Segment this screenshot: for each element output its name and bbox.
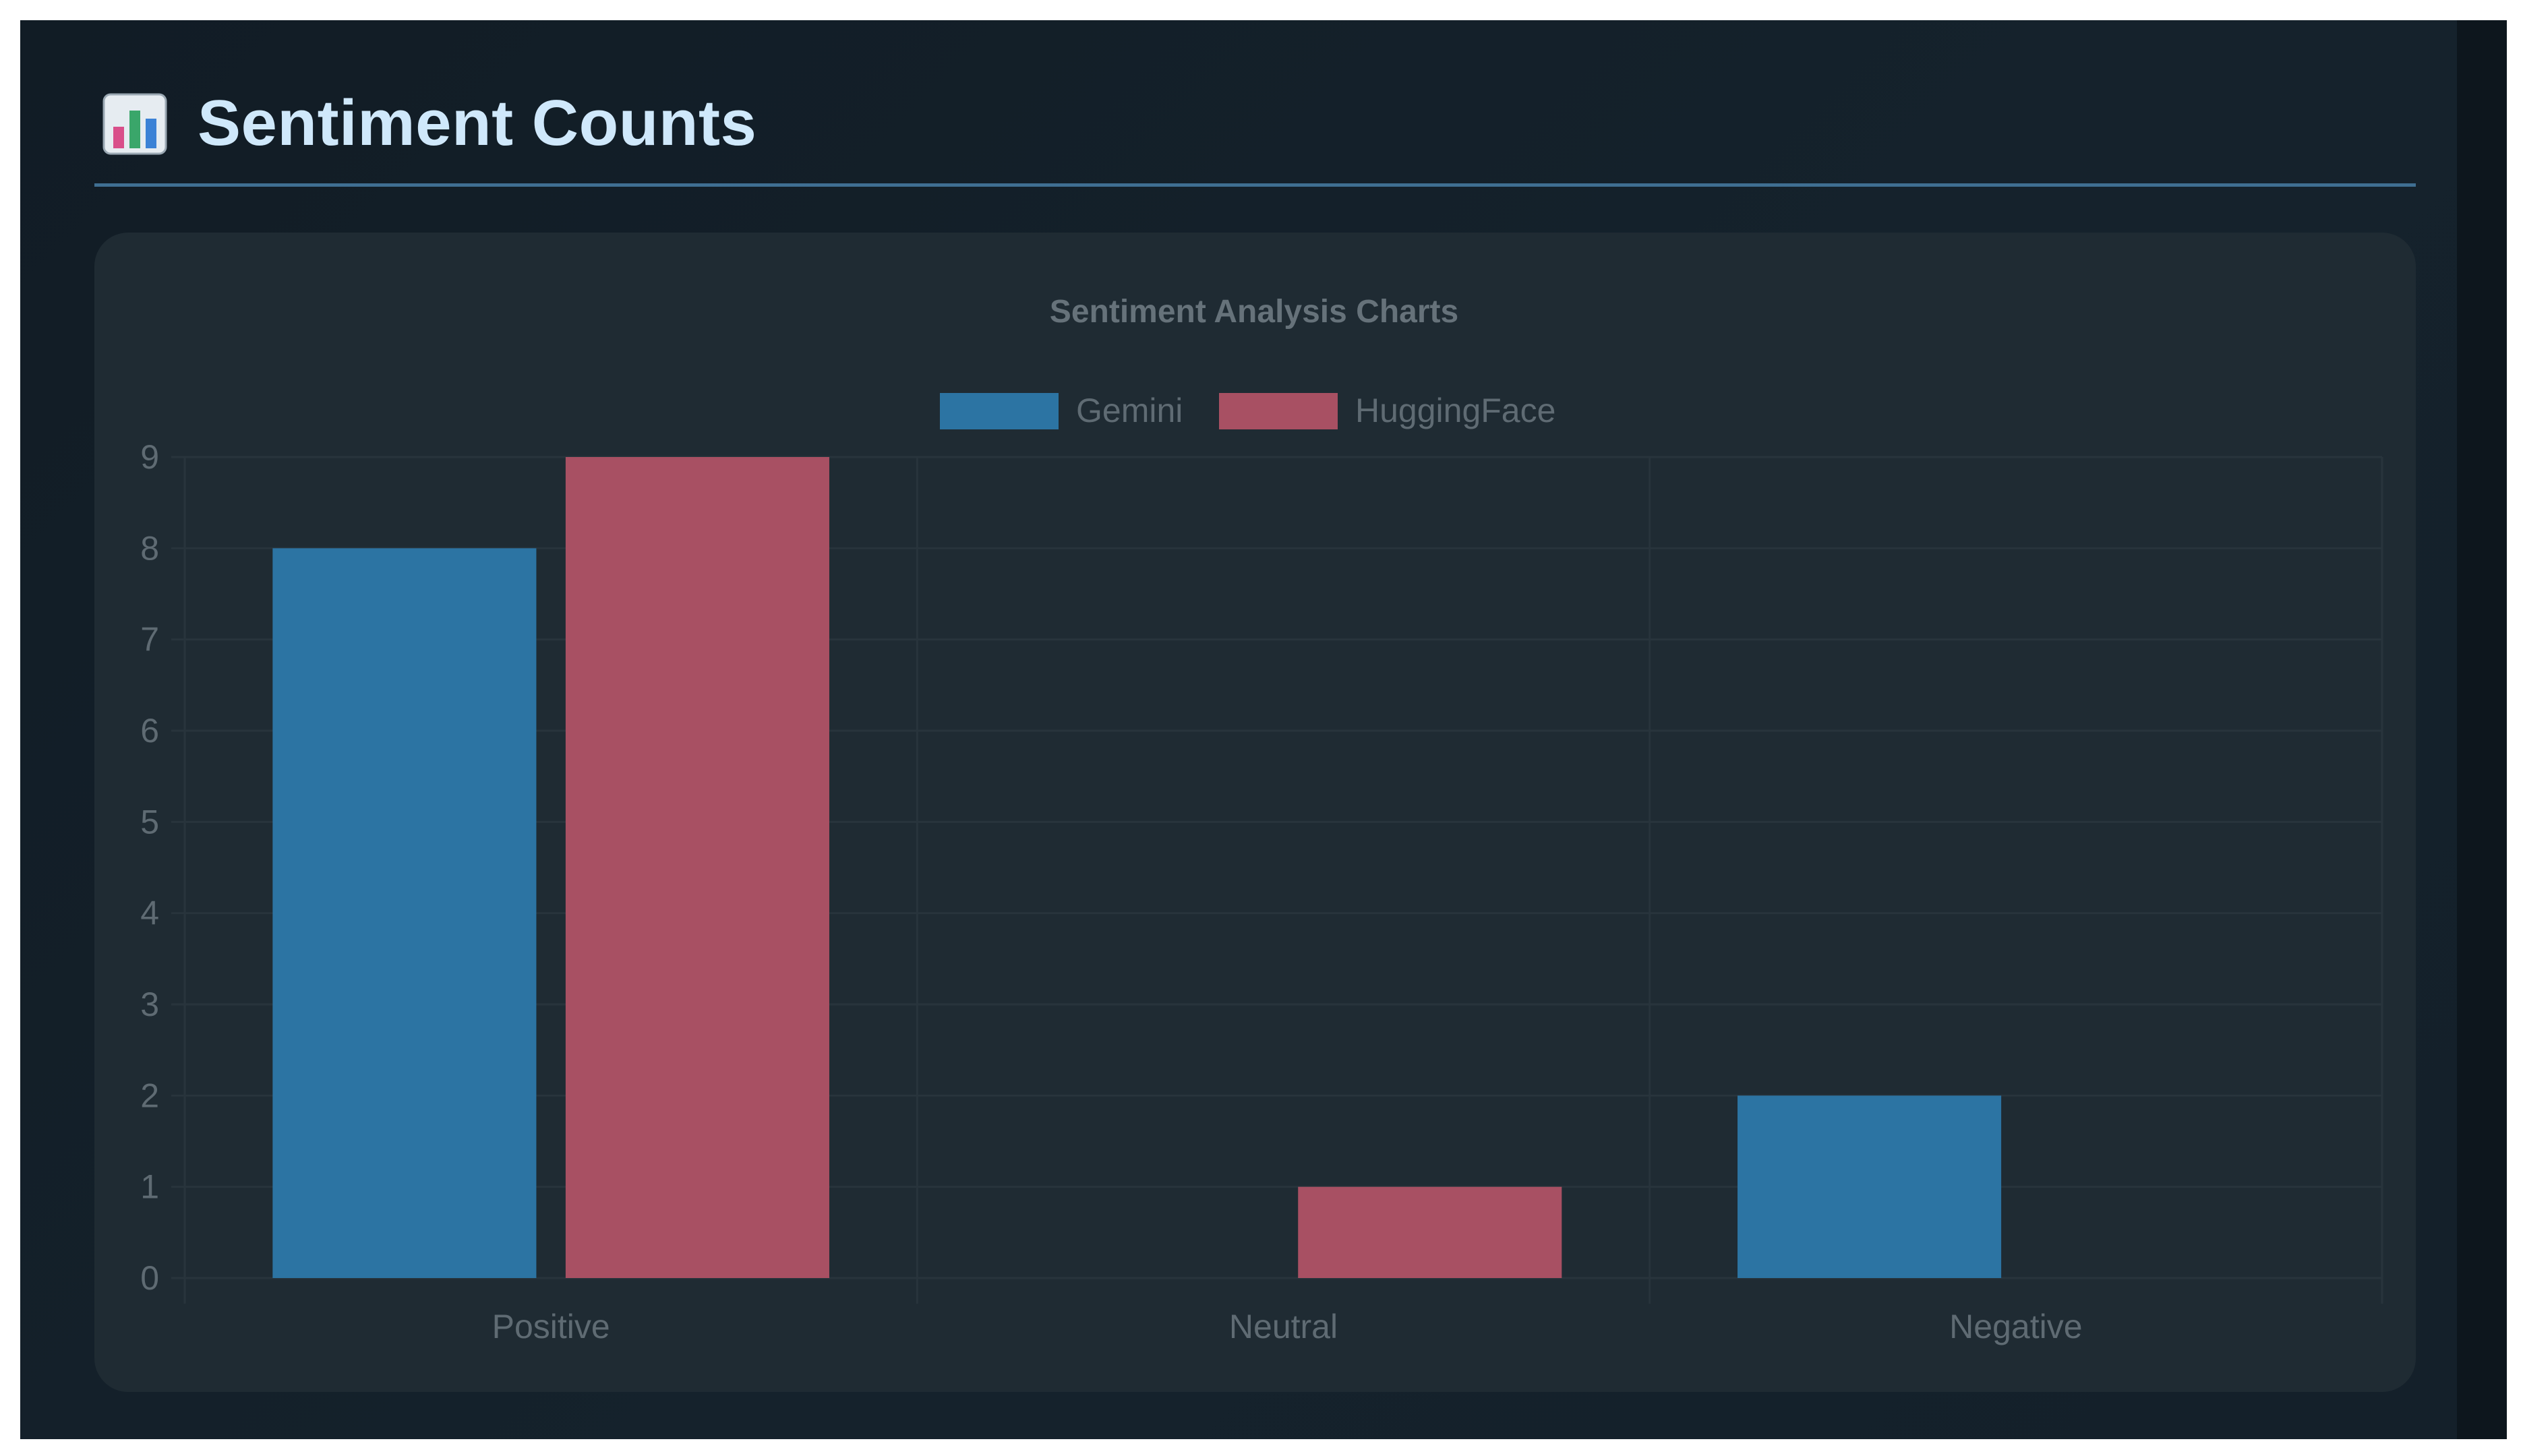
x-axis: Positive Neutral Negative (492, 1308, 2083, 1345)
x-tick-label-positive: Positive (492, 1308, 610, 1345)
y-tick-label: 2 (140, 1076, 159, 1114)
y-tick-label: 6 (140, 712, 159, 750)
bar-chart-icon (102, 93, 167, 155)
bar-huggingface-neutral[interactable] (1298, 1186, 1562, 1278)
sentiment-bar-chart: Sentiment Analysis Charts Gemini HuggingF… (140, 294, 2383, 1345)
y-tick-label: 3 (140, 985, 159, 1023)
y-tick-label: 4 (140, 894, 159, 932)
page-title: Sentiment Counts (198, 87, 757, 159)
y-tick-label: 0 (140, 1259, 159, 1297)
chart-title: Sentiment Analysis Charts (1050, 294, 1458, 330)
y-tick-label: 8 (140, 529, 159, 567)
legend-label-huggingface[interactable]: HuggingFace (1355, 392, 1555, 429)
dashboard-frame: Sentiment Counts Sentiment Analysis Char… (20, 20, 2507, 1439)
y-tick-label: 1 (140, 1168, 159, 1206)
bar-gemini-negative[interactable] (1738, 1095, 2002, 1278)
chart-card: Sentiment Analysis Charts Gemini HuggingF… (94, 233, 2416, 1392)
chart-grid (183, 456, 2383, 1304)
bar-gemini-positive[interactable] (272, 548, 537, 1278)
y-tick-label: 7 (140, 621, 159, 659)
right-scrollbar-track[interactable] (2457, 20, 2507, 1439)
chart-bars (272, 457, 2002, 1278)
bar-huggingface-positive[interactable] (565, 457, 829, 1278)
legend-label-gemini[interactable]: Gemini (1076, 392, 1183, 429)
legend-swatch-huggingface[interactable] (1219, 393, 1338, 429)
y-tick-label: 9 (140, 438, 159, 476)
x-tick-label-negative: Negative (1949, 1308, 2082, 1345)
y-axis: 0 1 2 3 4 5 6 7 8 9 (140, 438, 185, 1297)
y-tick-label: 5 (140, 803, 159, 841)
section-header: Sentiment Counts (94, 69, 2416, 187)
x-tick-label-neutral: Neutral (1229, 1308, 1338, 1345)
chart-legend: Gemini HuggingFace (940, 392, 1555, 429)
legend-swatch-gemini[interactable] (940, 393, 1059, 429)
